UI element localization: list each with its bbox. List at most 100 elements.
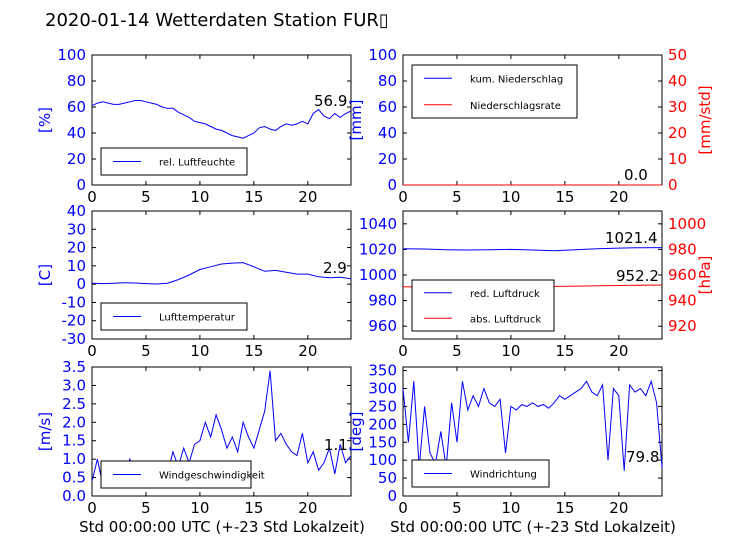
y-tick-label: 100: [368, 451, 397, 469]
panel-temperature: 0 5 10 15 20-30-20-10010203040[C]Lufttempera…: [36, 202, 352, 360]
y-tick-label: 1020: [359, 240, 397, 258]
last-value-label: 79.8: [626, 448, 659, 466]
last-value-label: 1021.4: [605, 229, 658, 247]
x-tick-label: 10: [501, 342, 520, 360]
y-tick-label-right: 940: [668, 292, 697, 310]
y-axis-label-right: [hPa]: [696, 256, 714, 295]
series-line-humidity-0: [91, 100, 352, 139]
x-tick-label: 0: [87, 188, 97, 206]
y-axis-label: [C]: [36, 264, 54, 286]
y-tick-label-right: 980: [668, 240, 697, 258]
y-tick-label: 2.0: [62, 413, 86, 431]
last-value-label: 1.1: [324, 436, 348, 454]
y-tick-label: 0.0: [62, 487, 86, 505]
x-tick-label: 0: [398, 188, 408, 206]
x-tick-label: 5: [141, 499, 151, 517]
y-tick-label: 20: [67, 150, 86, 168]
y-tick-label: 2.5: [62, 395, 86, 413]
x-tick-label: 15: [244, 499, 263, 517]
y-tick-label-right: 920: [668, 317, 697, 335]
x-tick-label: 20: [298, 188, 317, 206]
y-tick-label-right: 0: [668, 176, 678, 194]
y-axis-label: [m/s]: [36, 412, 54, 451]
series-line-wind_direction-0: [402, 379, 663, 471]
legend-label: red. Luftdruck: [470, 289, 540, 300]
y-tick-label: 40: [378, 124, 397, 142]
legend: kum. Niederschlag Niederschlagsrate: [411, 64, 578, 119]
y-tick-label: 1000: [359, 266, 397, 284]
x-tick-label: 10: [190, 188, 209, 206]
x-tick-label: 15: [244, 188, 263, 206]
series-line-pressure-0: [402, 247, 663, 252]
y-tick-label: 150: [368, 433, 397, 451]
x-tick-label: 20: [609, 499, 628, 517]
x-tick-label: 5: [452, 342, 462, 360]
y-tick-label-right: 10: [668, 150, 687, 168]
y-tick-label: 3.0: [62, 376, 86, 394]
x-tick-label: 20: [298, 342, 317, 360]
panel-precip: 0 5 10 15 20 0 20 40 60 80 100 0 10 20 30 40 50 [mm] [mm/s…: [347, 46, 714, 206]
y-axis-label: [deg]: [347, 412, 365, 452]
y-tick-label: 300: [368, 380, 397, 398]
y-axis-label: [mm]: [347, 100, 365, 141]
y-tick-label: 20: [378, 150, 397, 168]
y-tick-label-right: 20: [668, 124, 687, 142]
x-tick-label: 0: [87, 342, 97, 360]
x-tick-label: 10: [501, 188, 520, 206]
y-tick-label: 980: [368, 292, 397, 310]
figure-title: 2020-01-14 Wetterdaten Station FUR▯: [45, 10, 389, 31]
legend: Windgeschwindigkeit: [100, 460, 265, 489]
last-value-label: 56.9: [314, 92, 347, 110]
y-tick-label-right: 40: [668, 72, 687, 90]
y-tick-label: 0: [76, 176, 86, 194]
x-tick-label: 15: [244, 342, 263, 360]
y-tick-label: 0: [387, 487, 397, 505]
panel-humidity: 0 5 10 15 20 0 20 40 60 80 100 [%] rel. Luftfeuchte 5…: [36, 46, 352, 206]
legend-box: [411, 64, 578, 119]
x-tick-label: 20: [298, 499, 317, 517]
y-axis-label: [%]: [36, 107, 54, 133]
plot-frame: [91, 366, 352, 497]
plot-frame: [402, 366, 663, 497]
legend-label: Niederschlagsrate: [470, 101, 561, 112]
y-tick-label: 50: [378, 469, 397, 487]
y-tick-label: 100: [368, 46, 397, 64]
x-tick-label: 10: [190, 499, 209, 517]
y-tick-label: 100: [57, 46, 86, 64]
series-line-temperature-0: [91, 262, 352, 285]
y-tick-label-right: 50: [668, 46, 687, 64]
x-tick-label: 20: [609, 188, 628, 206]
y-tick-label: 1.5: [62, 432, 86, 450]
y-tick-label: 350: [368, 362, 397, 380]
x-tick-label: 0: [87, 499, 97, 517]
legend-label: abs. Luftdruck: [470, 314, 541, 325]
y-tick-label: 0.5: [62, 469, 86, 487]
y-tick-label: 60: [378, 98, 397, 116]
legend-label: kum. Niederschlag: [470, 74, 563, 85]
y-tick-label: -20: [62, 312, 87, 330]
y-tick-label: 0: [76, 275, 86, 293]
last-value-label: 2.9: [323, 259, 347, 277]
panel-pressure: 0 5 10 15 20 960 980 1000 1020 1040 920 940 960 980 10…: [359, 210, 714, 360]
y-tick-label: 960: [368, 317, 397, 335]
x-tick-label: 10: [190, 342, 209, 360]
x-tick-label: 5: [141, 342, 151, 360]
y-tick-label: 40: [67, 124, 86, 142]
y-tick-label: 200: [368, 415, 397, 433]
legend: Lufttemperatur: [100, 302, 248, 331]
y-tick-label: -10: [62, 293, 87, 311]
legend: Windrichtung: [411, 459, 550, 488]
y-tick-label: 1040: [359, 215, 397, 233]
plot-frame: [91, 210, 352, 340]
y-tick-label-right: 1000: [668, 215, 706, 233]
y-tick-label: 20: [67, 239, 86, 257]
legend-box: [411, 279, 555, 332]
plot-frame: [91, 54, 352, 186]
y-tick-label: 10: [67, 257, 86, 275]
y-tick-label: -30: [62, 330, 87, 348]
y-tick-label: 80: [67, 72, 86, 90]
legend: red. Luftdruck abs. Luftdruck: [411, 279, 555, 332]
y-tick-label: 30: [67, 220, 86, 238]
y-tick-label-right: 30: [668, 98, 687, 116]
